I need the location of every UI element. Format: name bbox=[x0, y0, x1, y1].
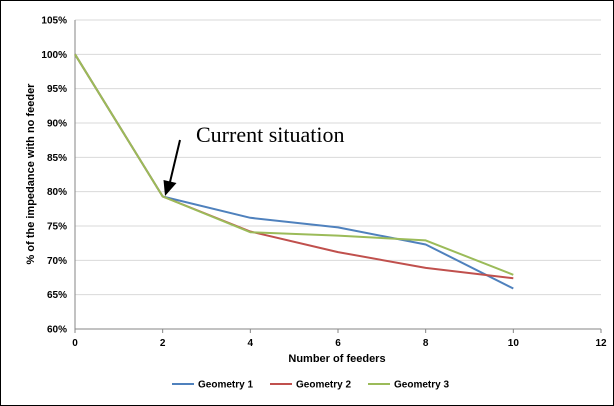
annotation-text: Current situation bbox=[196, 122, 344, 147]
annotation-arrow-head bbox=[163, 180, 177, 196]
y-tick-label: 105% bbox=[41, 16, 67, 27]
y-tick-label: 65% bbox=[47, 290, 67, 301]
x-tick-label: 0 bbox=[72, 338, 78, 349]
x-tick-label: 8 bbox=[423, 338, 429, 349]
axes bbox=[74, 20, 602, 333]
y-axis-title: % of the impedance with no feeder bbox=[25, 83, 37, 265]
x-tick-label: 2 bbox=[160, 338, 166, 349]
x-tick-label: 10 bbox=[508, 338, 520, 349]
y-tick-label: 85% bbox=[47, 153, 67, 164]
y-tick-label: 70% bbox=[47, 256, 67, 267]
gridlines bbox=[75, 19, 601, 296]
y-tick-label: 60% bbox=[47, 325, 67, 336]
y-tick-label: 75% bbox=[47, 222, 67, 233]
legend-label-geometry-1: Geometry 1 bbox=[198, 380, 253, 391]
x-tick-label: 6 bbox=[335, 338, 341, 349]
y-tick-label: 95% bbox=[47, 84, 67, 95]
x-tick-label: 12 bbox=[595, 338, 607, 349]
legend-label-geometry-2: Geometry 2 bbox=[296, 380, 351, 391]
y-tick-label: 100% bbox=[41, 50, 67, 61]
x-axis-title: Number of feeders bbox=[288, 353, 385, 365]
legend: Geometry 1 Geometry 2 Geometry 3 bbox=[172, 380, 449, 391]
x-tick-label: 4 bbox=[248, 338, 254, 349]
y-tick-label: 90% bbox=[47, 119, 67, 130]
annotation-arrow-shaft bbox=[169, 139, 181, 183]
series-line-geometry-2 bbox=[74, 53, 514, 280]
legend-label-geometry-3: Geometry 3 bbox=[394, 380, 449, 391]
annotation: Current situation bbox=[163, 122, 344, 196]
series-lines bbox=[74, 53, 514, 290]
y-tick-labels: 60% 65% 70% 75% 80% 85% 90% 95% 100% 105% bbox=[41, 16, 67, 336]
series-line-geometry-3 bbox=[74, 53, 514, 276]
x-tick-labels: 0 2 4 6 8 10 12 bbox=[72, 338, 607, 349]
y-tick-label: 80% bbox=[47, 187, 67, 198]
series-line-geometry-1 bbox=[74, 53, 514, 290]
